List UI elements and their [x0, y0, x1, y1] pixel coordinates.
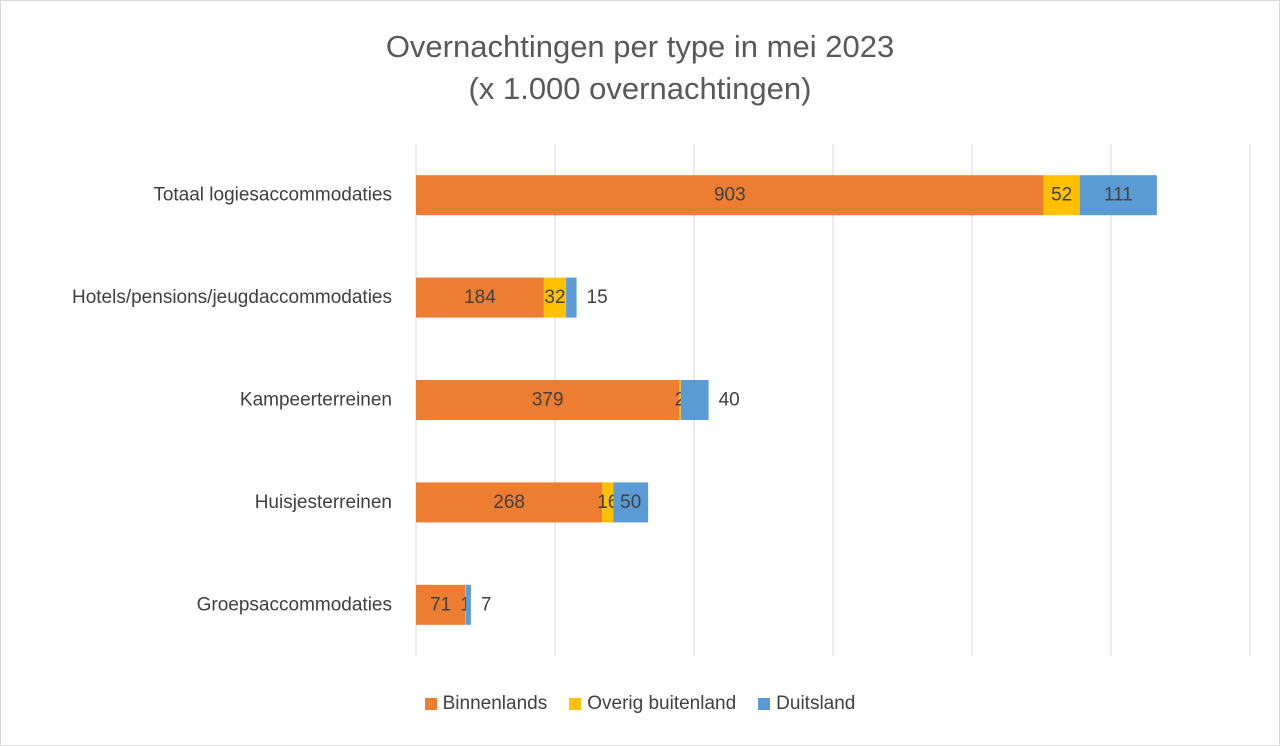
- bar-segment: [416, 277, 544, 318]
- chart-title-block: Overnachtingen per type in mei 2023 (x 1…: [0, 26, 1280, 110]
- legend-swatch: [758, 698, 771, 710]
- legend-swatch: [569, 698, 582, 710]
- category-label: Totaal logiesaccommodaties: [153, 185, 392, 206]
- data-label: 32: [544, 287, 565, 308]
- bar-segment: [1043, 175, 1080, 216]
- legend-label: Overig buitenland: [587, 693, 737, 714]
- data-label: 111: [1104, 185, 1133, 206]
- bar-segment: [1079, 175, 1157, 216]
- data-label: 1: [460, 594, 471, 615]
- data-label: 903: [714, 185, 746, 206]
- data-label: 52: [1051, 185, 1072, 206]
- bar-segment: [679, 380, 681, 420]
- category-label: Huisjesterreinen: [255, 492, 392, 513]
- legend-label: Duitsland: [776, 693, 856, 714]
- bar-segment: [566, 277, 577, 318]
- data-label: 71: [430, 594, 451, 615]
- legend-item: Binnenlands: [424, 693, 548, 715]
- chart-subtitle: (x 1.000 overnachtingen): [468, 71, 812, 106]
- legend-swatch: [424, 698, 437, 710]
- data-label: 379: [532, 390, 564, 411]
- data-label: 7: [481, 594, 492, 615]
- bar-segment: [416, 482, 603, 523]
- legend-item: Overig buitenland: [569, 693, 736, 715]
- bar-segment: [680, 380, 709, 420]
- legend-label: Binnenlands: [442, 693, 548, 714]
- category-label: Kampeerterreinen: [240, 390, 392, 411]
- data-label: 40: [719, 390, 740, 411]
- bar-segment: [416, 175, 1044, 216]
- bar-segment: [543, 277, 567, 318]
- bar-segment: [466, 584, 471, 625]
- chart-title: Overnachtingen per type in mei 2023: [385, 29, 895, 64]
- legend: Binnenlands Overig buitenland Duitsland: [0, 693, 1280, 715]
- data-label: 184: [464, 287, 496, 308]
- bar-segment: [602, 482, 614, 523]
- data-label: 268: [493, 492, 525, 513]
- data-label: 2: [675, 390, 686, 411]
- bar-segment: [416, 584, 466, 625]
- data-label: 15: [587, 287, 608, 308]
- category-label: Hotels/pensions/jeugdaccommodaties: [72, 287, 392, 308]
- bar-segment: [613, 482, 649, 523]
- category-label: Groepsaccommodaties: [197, 594, 392, 615]
- data-label: 50: [620, 492, 641, 513]
- bar-segment: [416, 380, 680, 420]
- data-label: 16: [597, 492, 618, 513]
- legend-item: Duitsland: [758, 693, 855, 715]
- bar-segment: [465, 584, 467, 625]
